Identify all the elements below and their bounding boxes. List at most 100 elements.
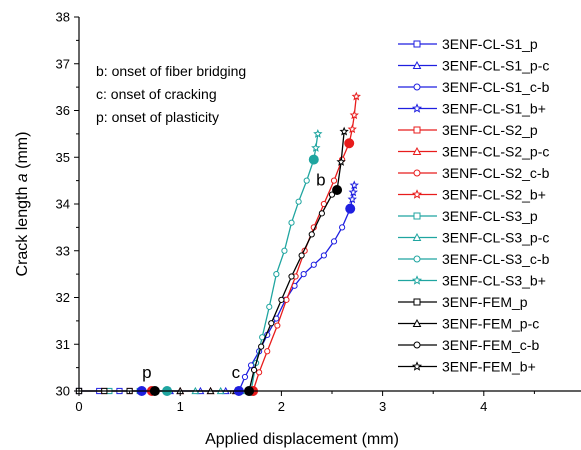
data-point: [264, 348, 271, 355]
x-tick-label: 0: [75, 399, 82, 414]
legend-label: 3ENF-CL-S1_p: [442, 36, 538, 52]
x-tick-label: 4: [480, 399, 487, 414]
legend-item: 3ENF-CL-S3_p-c: [398, 230, 549, 246]
x-tick-label: 1: [177, 399, 184, 414]
legend-swatch-marker: [411, 275, 423, 285]
legend-label: 3ENF-FEM_p-c: [442, 316, 539, 332]
data-point: [256, 369, 263, 376]
legend-item: 3ENF-CL-S3_c-b: [398, 251, 550, 267]
data-point: [348, 187, 358, 197]
axes: 012345303132333435363738: [56, 10, 581, 414]
legend-item: 3ENF-CL-S1_p: [398, 36, 538, 52]
data-point: [281, 247, 288, 254]
data-point: [273, 271, 280, 278]
legend-swatch-marker: [413, 341, 421, 349]
legend-label: 3ENF-CL-S1_c-b: [442, 79, 550, 95]
legend-label: 3ENF-FEM_c-b: [442, 337, 539, 353]
series-3ENF-CL-S2_c-b: [249, 140, 353, 395]
x-axis-title: Applied displacement (mm): [205, 431, 399, 448]
annotation-label: b: [316, 170, 325, 189]
legend-item: 3ENF-CL-S1_c-b: [398, 79, 550, 95]
legend-item: 3ENF-CL-S3_b+: [398, 273, 546, 289]
legend-label: 3ENF-CL-S2_c-b: [442, 165, 550, 181]
legend-swatch-marker: [413, 255, 421, 263]
legend-swatch-marker: [413, 83, 421, 91]
note-line: b: onset of fiber bridging: [96, 63, 246, 79]
legend-item: 3ENF-FEM_b+: [398, 359, 536, 375]
data-point: [250, 366, 258, 374]
legend-item: 3ENF-CL-S1_b+: [398, 101, 546, 117]
series-line: [252, 142, 350, 392]
data-point: [328, 191, 336, 198]
data-point: [288, 219, 295, 226]
x-tick-label: 3: [379, 399, 386, 414]
legend-swatch-marker: [411, 361, 423, 371]
legend-swatch-marker: [413, 169, 421, 177]
y-axis-title-suffix: (mm): [14, 132, 31, 174]
data-point: [258, 343, 265, 350]
series-3ENF-CL-S1_c-b: [235, 205, 354, 395]
y-tick-label: 32: [56, 290, 70, 305]
data-point: [318, 210, 325, 217]
legend-label: 3ENF-FEM_p: [442, 294, 528, 310]
data-point: [308, 231, 315, 238]
legend-swatch-marker: [413, 126, 421, 134]
data-point: [347, 124, 357, 134]
series-3ENF-CL-S2_b+: [344, 91, 361, 148]
notes-box: b: onset of fiber bridging c: onset of cr…: [96, 63, 246, 125]
legend-label: 3ENF-FEM_b+: [442, 359, 536, 375]
legend-swatch-marker: [413, 212, 421, 220]
legend-item: 3ENF-FEM_c-b: [398, 337, 539, 353]
legend-item: 3ENF-CL-S1_p-c: [398, 58, 549, 74]
data-point: [310, 261, 317, 268]
data-point: [300, 271, 307, 278]
data-point: [295, 198, 302, 205]
data-point: [351, 91, 361, 101]
data-point: [349, 180, 359, 190]
note-line: c: onset of cracking: [96, 86, 217, 102]
data-point: [278, 296, 285, 303]
data-point: [330, 177, 338, 184]
legend-swatch-marker: [411, 103, 423, 113]
legend-item: 3ENF-FEM_p-c: [398, 316, 539, 332]
data-point: [311, 142, 321, 152]
y-axis-title-variable: a: [14, 173, 31, 182]
y-tick-label: 38: [56, 10, 70, 25]
legend-label: 3ENF-CL-S2_p: [442, 122, 538, 138]
data-point: [283, 296, 290, 303]
legend-item: 3ENF-CL-S2_b+: [398, 187, 546, 203]
x-tick-label: 2: [278, 399, 285, 414]
legend-label: 3ENF-CL-S1_b+: [442, 101, 546, 117]
data-point: [339, 126, 349, 136]
data-point: [320, 252, 328, 259]
legend-item: 3ENF-CL-S2_p: [398, 122, 538, 138]
event-point: [345, 203, 356, 214]
legend-label: 3ENF-CL-S3_p-c: [442, 230, 549, 246]
annotation-label: p: [142, 363, 151, 382]
data-point: [313, 128, 323, 138]
legend-label: 3ENF-CL-S1_p-c: [442, 58, 549, 74]
y-tick-label: 36: [56, 103, 70, 118]
data-point: [268, 320, 275, 327]
plot-area: p c b: [75, 91, 361, 396]
y-axis-title-prefix: Crack length: [14, 182, 31, 276]
legend-item: 3ENF-CL-S3_p: [398, 208, 538, 224]
legend-swatch-marker: [413, 40, 421, 48]
series-line: [250, 159, 315, 392]
event-point: [344, 138, 355, 149]
legend-swatch-marker: [411, 189, 423, 199]
legend: 3ENF-CL-S1_p 3ENF-CL-S1_p-c 3ENF-CL-S1_c-b…: [398, 36, 550, 375]
legend-swatch-marker: [412, 60, 422, 69]
data-point: [247, 362, 255, 369]
y-tick-label: 34: [56, 197, 70, 212]
legend-label: 3ENF-CL-S3_p: [442, 208, 538, 224]
legend-swatch-marker: [412, 318, 422, 327]
y-axis-title: Crack length a (mm): [14, 132, 31, 277]
data-point: [347, 194, 357, 204]
data-point: [266, 303, 273, 310]
legend-swatch-marker: [413, 298, 421, 306]
data-point: [336, 157, 346, 166]
data-point: [303, 177, 310, 184]
legend-label: 3ENF-CL-S2_b+: [442, 187, 546, 203]
